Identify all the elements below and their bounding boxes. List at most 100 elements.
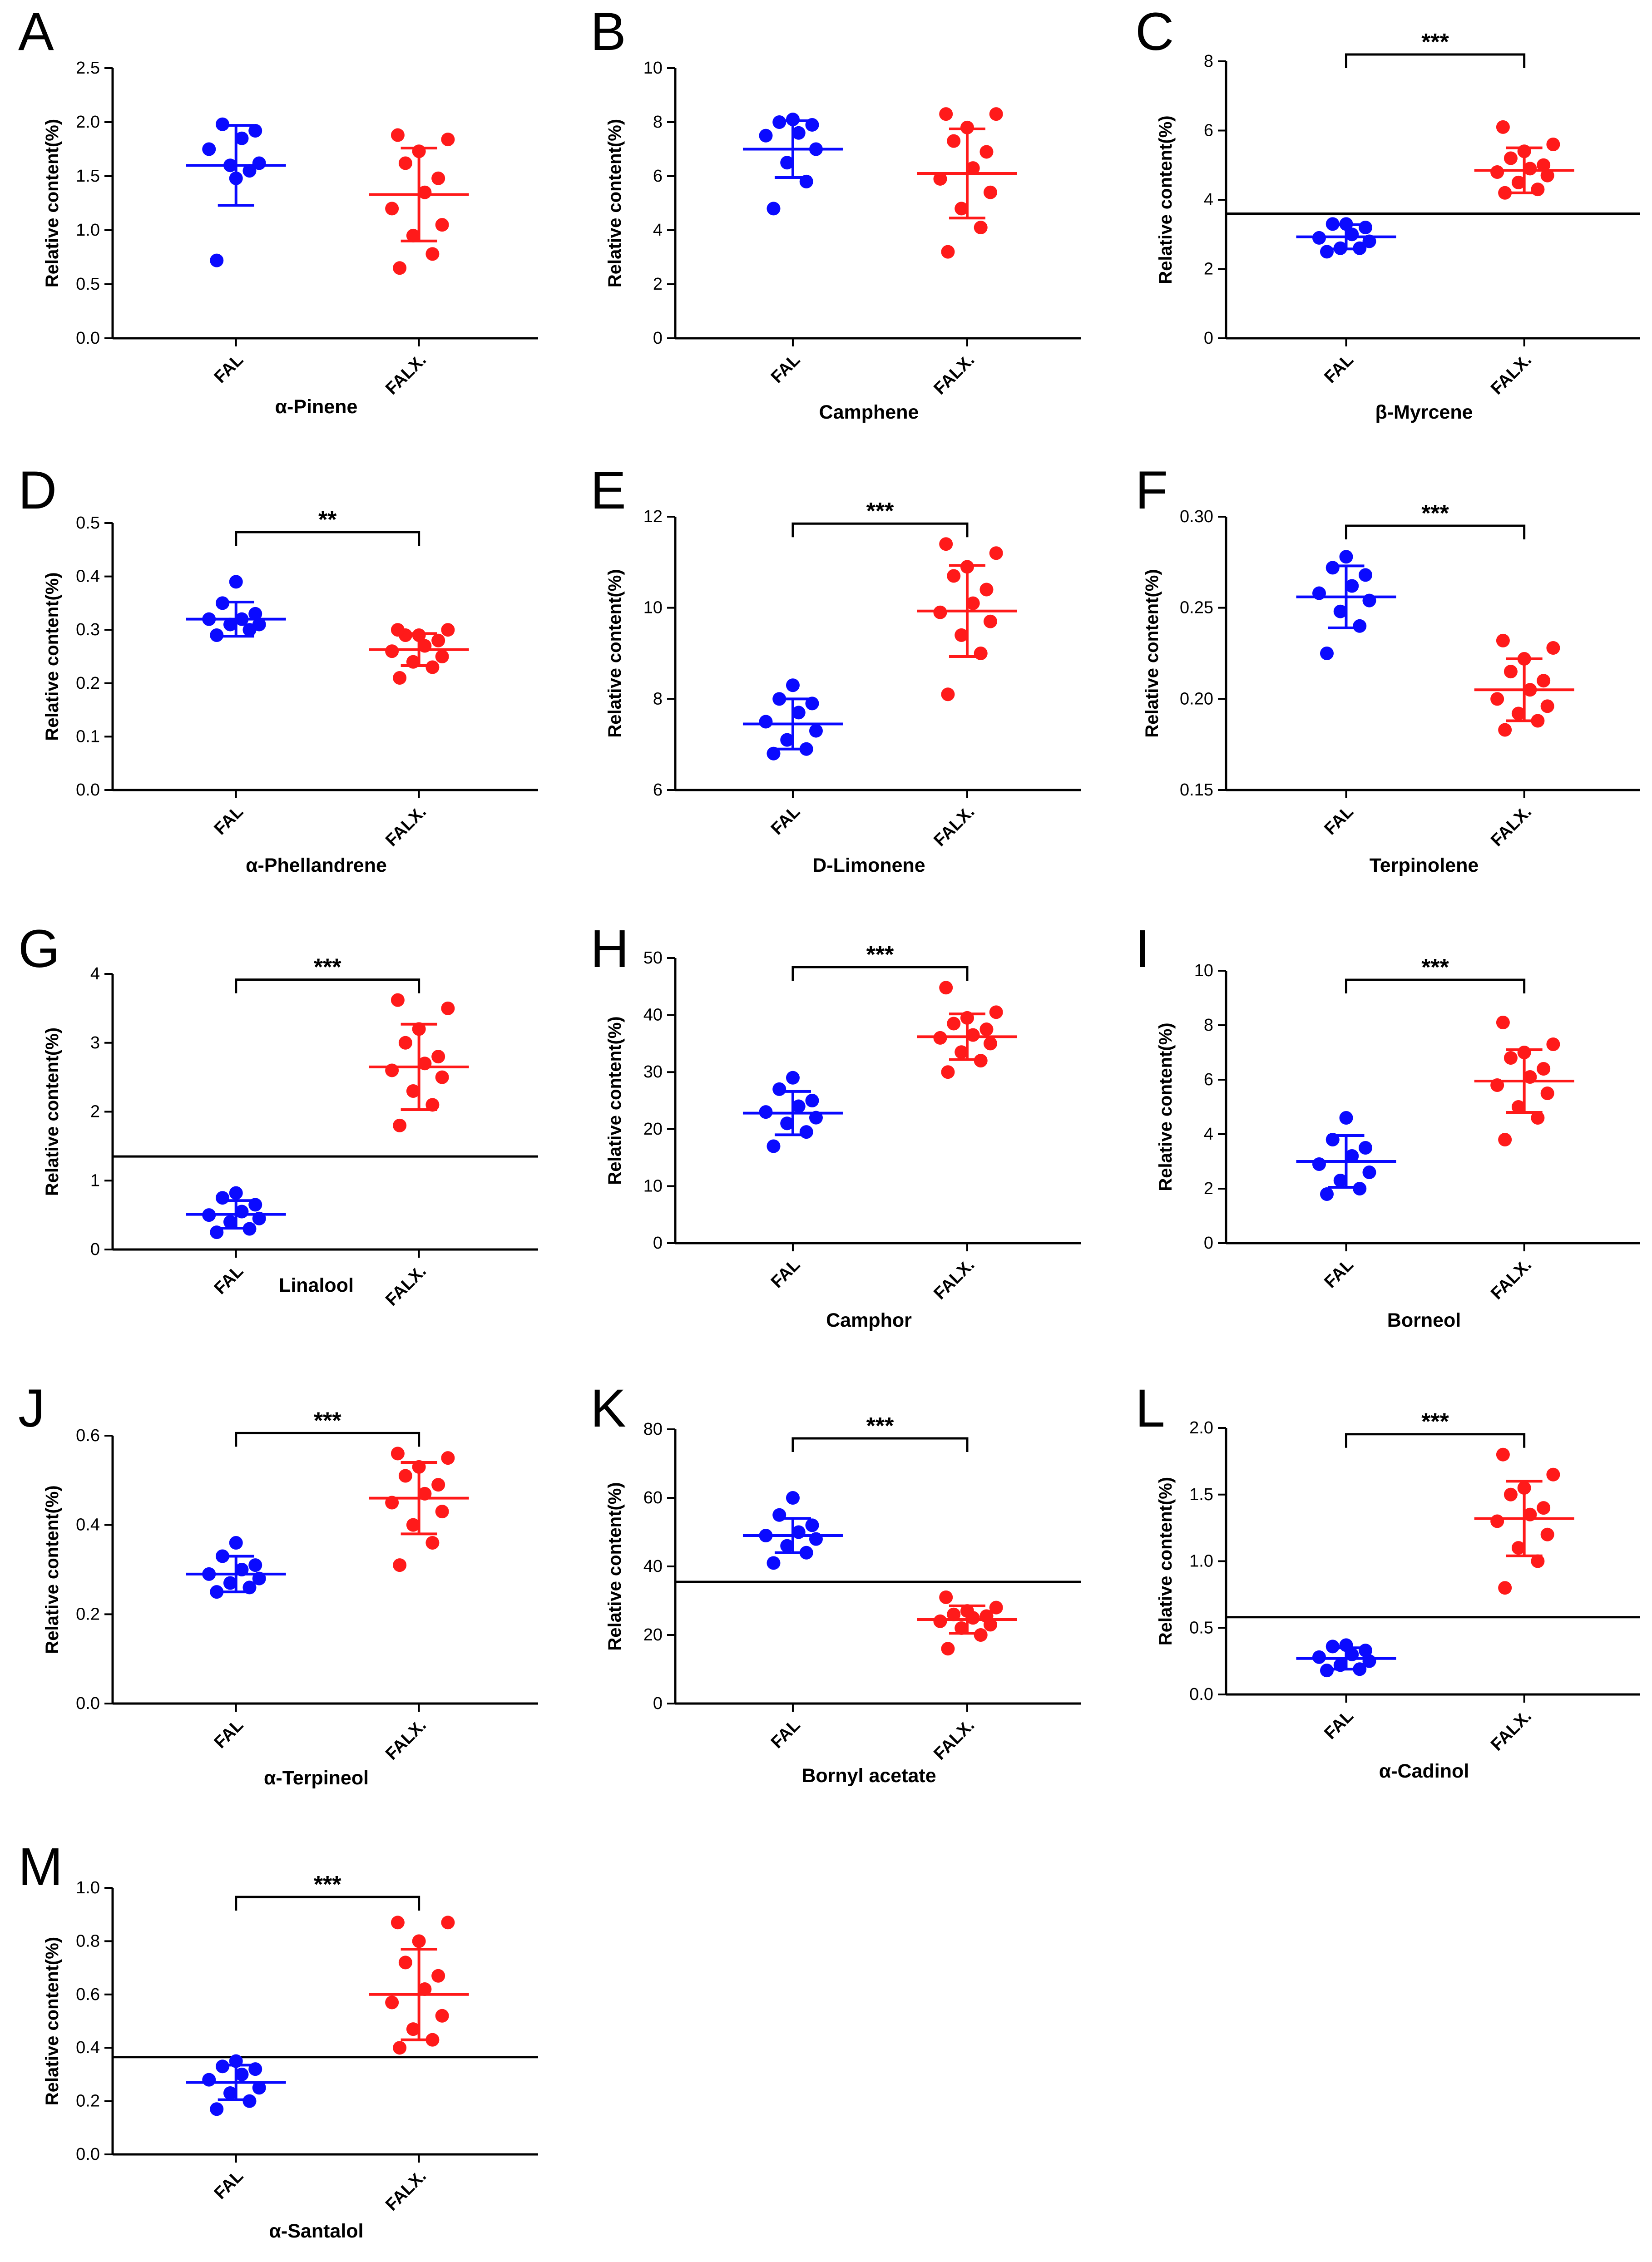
data-point [759, 128, 773, 143]
data-point [229, 1536, 243, 1550]
data-point [1523, 683, 1537, 697]
data-point [1537, 674, 1551, 688]
data-point [252, 617, 266, 632]
data-point [809, 1532, 823, 1546]
panel-letter: L [1135, 1378, 1165, 1438]
data-point [941, 245, 955, 259]
data-point [385, 1063, 399, 1077]
data-point [418, 1982, 432, 1996]
y-tick-label: 0 [1204, 329, 1213, 348]
x-tick-label: FALX. [382, 2167, 430, 2215]
data-point [1320, 1664, 1334, 1678]
data-point [767, 746, 781, 761]
data-point [809, 724, 823, 738]
significance-label: *** [866, 498, 894, 524]
data-point [391, 128, 405, 142]
y-axis-label: Relative content(%) [42, 1027, 62, 1196]
y-tick-label: 20 [643, 1120, 663, 1139]
y-axis-label: Relative content(%) [42, 1937, 62, 2105]
data-point [1540, 1527, 1554, 1541]
data-point [385, 1995, 399, 2010]
series-falx [369, 1447, 469, 1572]
y-tick-label: 0.1 [76, 727, 100, 746]
data-point [767, 1139, 781, 1153]
data-point [1326, 1133, 1340, 1146]
data-point [1333, 604, 1347, 618]
y-tick-label: 80 [643, 1420, 663, 1439]
x-tick-label: FAL [211, 802, 247, 839]
data-point [805, 1094, 819, 1107]
data-point [412, 1460, 426, 1474]
data-point [1362, 1654, 1376, 1668]
data-point [974, 647, 988, 660]
data-point [215, 596, 229, 610]
data-point [939, 537, 953, 551]
data-point [229, 1186, 243, 1200]
data-point [385, 1496, 399, 1510]
data-point [406, 2022, 420, 2036]
y-tick-label: 0.6 [76, 1985, 100, 2004]
data-point [767, 202, 781, 216]
data-point [941, 687, 955, 701]
data-point [1490, 692, 1504, 706]
y-tick-label: 0.3 [76, 620, 100, 639]
data-point [939, 1590, 953, 1604]
x-tick-label: FAL [1321, 1707, 1357, 1743]
series-falx [917, 1590, 1017, 1656]
data-point [1523, 162, 1537, 176]
significance-bracket [1345, 524, 1526, 539]
x-tick-label: FAL [211, 1262, 247, 1298]
y-tick-label: 6 [653, 780, 663, 800]
data-point [809, 142, 823, 156]
y-tick-label: 1.0 [76, 1878, 100, 1897]
series-fal [1296, 1111, 1396, 1201]
data-point [1498, 186, 1512, 200]
data-point [1353, 1662, 1367, 1676]
significance-bracket [1345, 1433, 1526, 1448]
x-tick-label: FAL [767, 1255, 804, 1292]
series-fal [1296, 1638, 1396, 1678]
y-tick-label: 1.0 [1189, 1552, 1213, 1571]
y-axis-label: Relative content(%) [605, 1016, 625, 1185]
panel-letter: E [590, 460, 626, 520]
data-point [248, 2062, 262, 2076]
y-tick-label: 4 [1204, 190, 1213, 209]
data-point [979, 1022, 994, 1036]
y-tick-label: 2 [653, 275, 663, 294]
y-axis-label: Relative content(%) [42, 119, 62, 287]
x-tick-label: FALX. [1487, 802, 1535, 850]
y-tick-label: 20 [643, 1625, 663, 1645]
data-point [441, 1916, 455, 1930]
data-point [933, 1031, 947, 1045]
data-point [1540, 699, 1554, 713]
y-tick-label: 0 [1204, 1234, 1213, 1253]
y-tick-label: 0.2 [76, 2092, 100, 2111]
data-point [791, 1099, 806, 1113]
data-point [786, 1491, 800, 1505]
data-point [983, 614, 997, 628]
data-point [1312, 586, 1326, 600]
data-point [960, 560, 974, 574]
data-point [248, 607, 262, 621]
data-point [1496, 633, 1510, 647]
data-point [431, 1050, 445, 1064]
significance-bracket [1345, 53, 1526, 68]
data-point [235, 2067, 249, 2081]
data-point [210, 1585, 224, 1599]
data-point [215, 2060, 229, 2074]
data-point [974, 221, 988, 235]
data-point [235, 131, 249, 145]
significance-bracket [235, 1432, 420, 1447]
data-point [1320, 647, 1334, 660]
x-tick-label: FALX. [930, 1255, 978, 1304]
data-point [210, 253, 224, 267]
data-point [229, 2054, 243, 2068]
data-point [939, 981, 953, 995]
significance-label: *** [1421, 954, 1449, 981]
y-tick-label: 0.2 [76, 674, 100, 693]
significance-bracket [235, 1896, 420, 1911]
series-falx [369, 1916, 469, 2055]
data-point [955, 628, 969, 642]
series-fal [186, 117, 286, 267]
data-point [229, 575, 243, 589]
